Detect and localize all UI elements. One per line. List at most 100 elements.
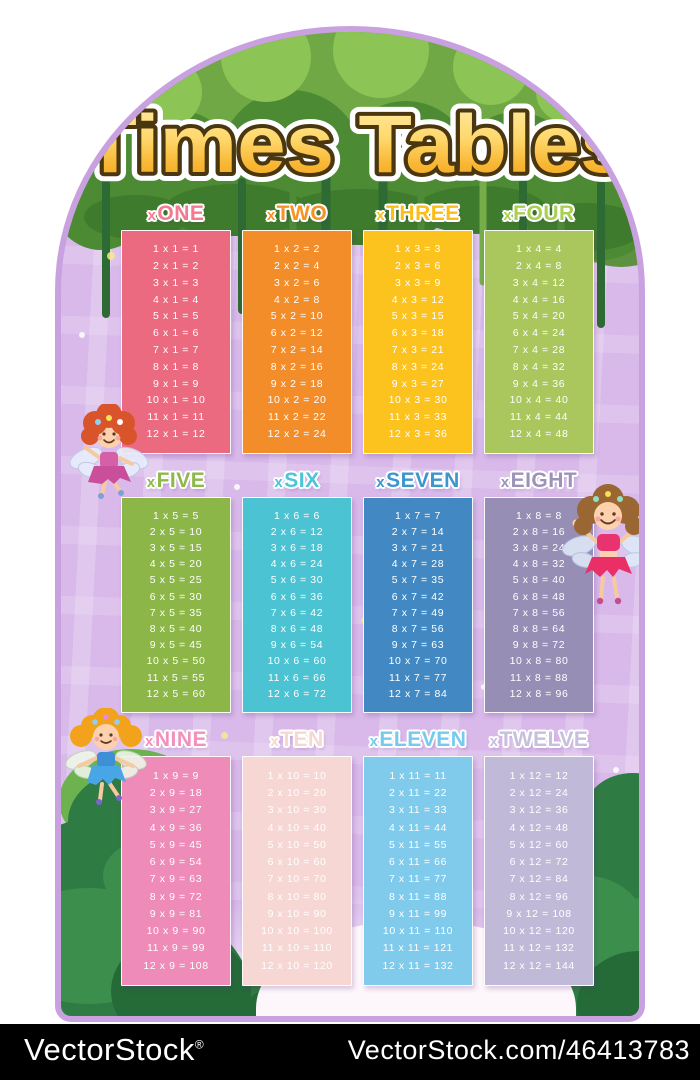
equation: 5 x 2 = 10 [270,310,324,323]
table-header-seven: x SEVEN [376,469,460,492]
equation: 2 x 4 = 8 [516,260,562,273]
equation: 11 x 3 = 33 [388,411,448,424]
table-eight: x EIGHT 1 x 8 = 8 2 x 8 = 16 3 x 8 = 24 4 x 8… [484,469,594,713]
equation: 7 x 11 = 77 [388,873,448,886]
equation: 2 x 11 = 22 [388,787,448,800]
table-header-ten: x TEN [270,728,324,751]
table-header-eight: x EIGHT [500,469,578,492]
equation: 6 x 3 = 18 [391,327,445,340]
equation: 6 x 6 = 36 [270,590,324,603]
equation: 9 x 11 = 99 [388,907,448,920]
equation: 12 x 11 = 132 [382,959,454,972]
sparkle-dot [531,480,538,487]
equation: 10 x 7 = 70 [388,655,448,668]
equation: 7 x 12 = 84 [509,873,569,886]
equation: 8 x 2 = 16 [270,360,324,373]
equation: 2 x 6 = 12 [270,525,324,538]
equation: 1 x 4 = 4 [516,243,562,256]
equation: 11 x 12 = 132 [503,942,575,955]
equation: 4 x 5 = 20 [149,558,203,571]
equation: 12 x 7 = 84 [388,687,448,700]
equation: 4 x 2 = 8 [274,293,320,306]
equation: 11 x 7 = 77 [388,671,448,684]
equation: 11 x 4 = 44 [509,411,569,424]
title-text: Times Tables [84,99,629,190]
fairy-red-hair [69,404,149,499]
watermark-url: VectorStock.com/46413783 [347,1034,690,1065]
equation: 9 x 5 = 45 [149,639,203,652]
equation: 3 x 12 = 36 [509,804,569,817]
table-four: x FOUR 1 x 4 = 4 2 x 4 = 8 3 x 4 = 12 4 x 4 =… [484,202,594,454]
sparkle-dot [516,737,524,745]
equation: 12 x 8 = 96 [509,687,569,700]
equation: 6 x 12 = 72 [509,856,569,869]
equation: 11 x 6 = 66 [267,671,327,684]
sparkle-dot [613,767,619,773]
equation: 8 x 1 = 8 [153,360,199,373]
equation: 8 x 7 = 56 [391,623,445,635]
equation: 7 x 2 = 14 [270,344,324,357]
equation: 6 x 5 = 30 [149,590,203,603]
equation: 10 x 6 = 60 [267,655,327,668]
equation: 7 x 7 = 49 [391,606,445,619]
equation: 10 x 8 = 80 [509,655,569,668]
equation: 9 x 3 = 27 [391,377,445,390]
fairy-blonde-pigtails [65,708,147,805]
table-header-four: x FOUR [503,202,575,225]
table-card-one: 1 x 1 = 1 2 x 1 = 2 3 x 1 = 3 4 x 1 = 4 5 x … [121,230,231,454]
equation: 12 x 1 = 12 [146,428,206,441]
sparkle-dot [221,732,228,739]
equation: 1 x 7 = 7 [395,509,441,522]
title-outline-white: Times Tables [84,99,629,190]
equation: 1 x 5 = 5 [153,509,199,522]
equation: 6 x 7 = 42 [391,590,445,603]
equation: 7 x 6 = 42 [270,606,324,619]
tree-canopy-top [61,32,639,337]
sparkle-dot [107,252,115,260]
equation: 11 x 11 = 121 [382,942,454,955]
equation: 4 x 8 = 32 [512,558,566,571]
table-ten: x TEN 1 x 10 = 10 2 x 10 = 20 3 x 10 = 30 4 x… [242,728,352,986]
equation: 6 x 2 = 12 [270,327,324,340]
watermark-bar: VectorStock® VectorStock.com/46413783 [0,1024,700,1080]
equation: 12 x 3 = 36 [388,428,448,441]
equation: 12 x 5 = 60 [146,687,206,700]
equation: 5 x 3 = 15 [391,310,445,323]
table-header-two: x TWO [266,202,328,225]
equation: 5 x 10 = 50 [267,838,327,851]
table-eleven: x ELEVEN 1 x 11 = 11 2 x 11 = 22 3 x 11 = 33… [363,728,473,986]
equation: 6 x 9 = 54 [149,856,203,869]
equation: 9 x 2 = 18 [270,377,324,390]
table-header-five: x FIVE [146,469,206,492]
equation: 1 x 8 = 8 [516,509,562,522]
equation: 12 x 10 = 120 [261,959,333,972]
equation: 4 x 9 = 36 [149,821,203,834]
equation: 10 x 4 = 40 [509,394,569,407]
table-card-seven: 1 x 7 = 7 2 x 7 = 14 3 x 7 = 21 4 x 7 = 28 5… [363,497,473,713]
table-card-three: 1 x 3 = 3 2 x 3 = 6 3 x 3 = 9 4 x 3 = 12 5 x… [363,230,473,454]
table-card-five: 1 x 5 = 5 2 x 5 = 10 3 x 5 = 15 4 x 5 = 20 5… [121,497,231,713]
equation: 11 x 8 = 88 [509,671,569,684]
equation: 3 x 11 = 33 [388,804,448,817]
equation: 3 x 10 = 30 [267,804,327,817]
equation: 10 x 1 = 10 [146,394,206,407]
equation: 5 x 11 = 55 [388,838,448,851]
equation: 5 x 4 = 20 [512,310,566,323]
table-header-twelve: x TWELVE [489,728,589,751]
equation: 3 x 7 = 21 [391,542,445,555]
equation: 5 x 12 = 60 [509,838,569,851]
table-card-ten: 1 x 10 = 10 2 x 10 = 20 3 x 10 = 30 4 x 10 … [242,756,352,986]
equation: 4 x 11 = 44 [388,821,448,834]
table-six: x SIX 1 x 6 = 6 2 x 6 = 12 3 x 6 = 18 4 x 6 =… [242,469,352,713]
table-nine: x NINE 1 x 9 = 9 2 x 9 = 18 3 x 9 = 27 4 x 9 … [121,728,231,986]
equation: 5 x 6 = 30 [270,574,324,587]
equation: 3 x 1 = 3 [153,276,199,289]
equation: 7 x 5 = 35 [149,606,203,619]
fairy-brown-hair [562,484,639,605]
table-seven: x SEVEN 1 x 7 = 7 2 x 7 = 14 3 x 7 = 21 4 x 7… [363,469,473,713]
table-header-one: x ONE [147,202,205,225]
sparkle-dot [234,484,240,490]
equation: 4 x 12 = 48 [509,821,569,834]
equation: 4 x 10 = 40 [267,821,327,834]
equation: 9 x 12 = 108 [506,907,572,920]
